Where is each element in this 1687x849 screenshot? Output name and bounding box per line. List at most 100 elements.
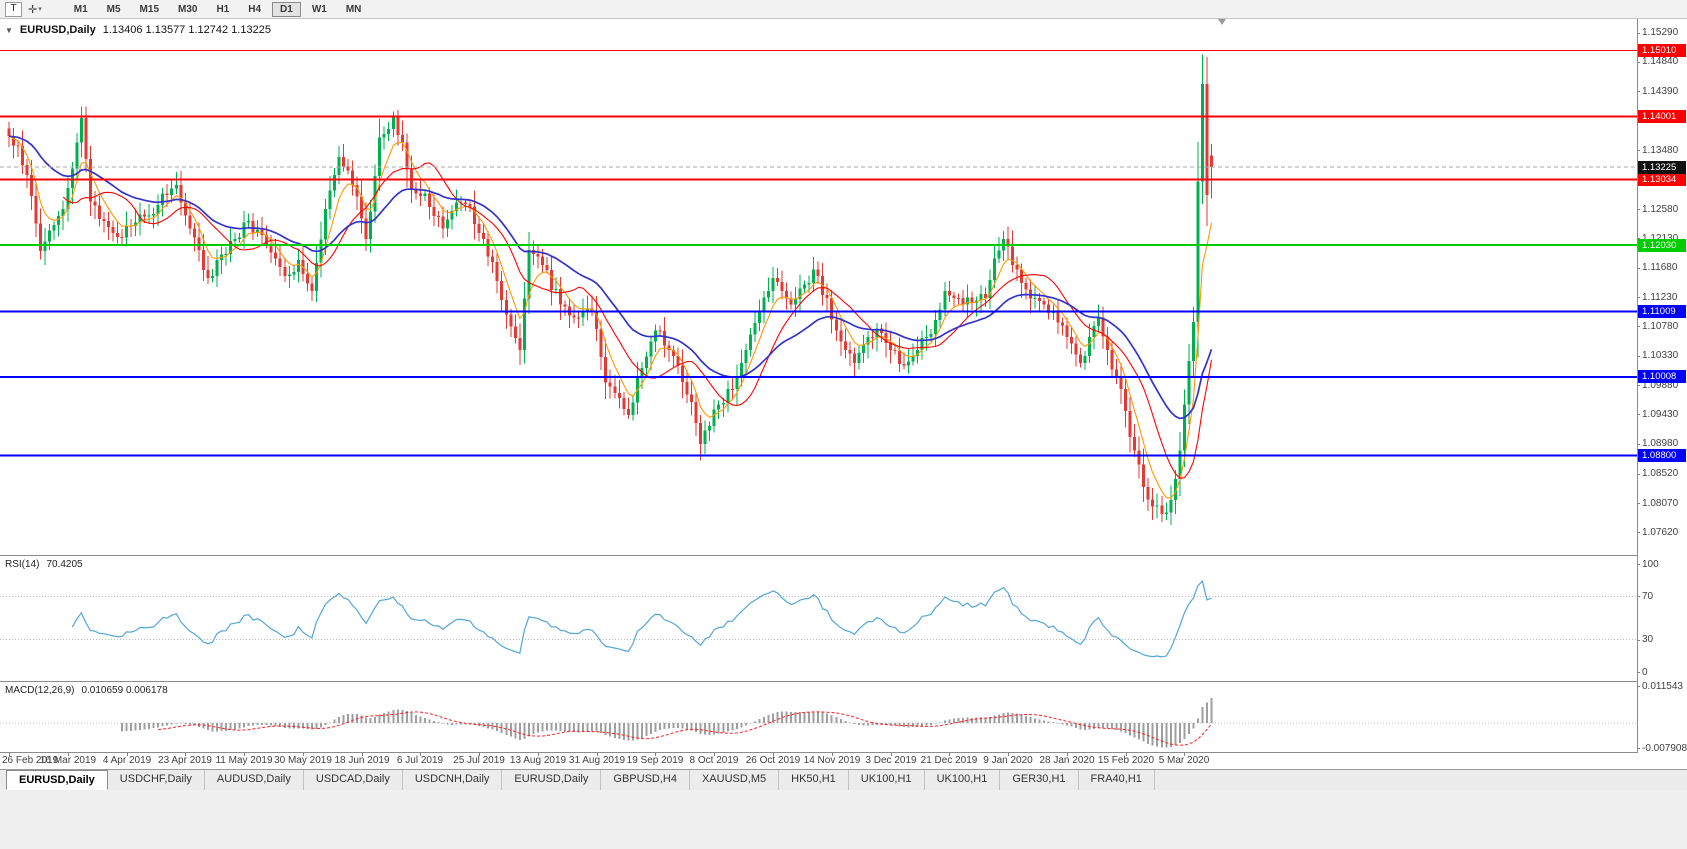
price-tick-label: 1.11230 (1642, 291, 1678, 303)
rsi-title: RSI(14) (5, 559, 40, 570)
date-label: 8 Oct 2019 (689, 755, 739, 766)
axis-tick-mark (1637, 672, 1640, 673)
axis-tick-mark (1637, 686, 1640, 687)
tab-ger30-h1[interactable]: GER30,H1 (1000, 770, 1079, 790)
tab-usdcad-daily[interactable]: USDCAD,Daily (304, 770, 403, 790)
date-label: 6 Jul 2019 (396, 755, 444, 766)
tab-uk100-h1[interactable]: UK100,H1 (925, 770, 1001, 790)
tab-fra40-h1[interactable]: FRA40,H1 (1079, 770, 1155, 790)
pane-separator[interactable] (0, 555, 1687, 556)
axis-tick-mark (1637, 503, 1640, 505)
timeframe-m5[interactable]: M5 (99, 2, 129, 17)
axis-tick-mark (1637, 326, 1640, 328)
axis-tick-mark (1637, 473, 1640, 475)
date-axis[interactable]: 26 Feb 2019 16 Mar 2019 4 Apr 2019 23 Apr 2… (0, 753, 1637, 769)
toolbar: T ✛ ▾ M1 M5 M15 M30 H1 H4 D1 W1 MN (0, 0, 1687, 19)
axis-tick-mark (1637, 385, 1640, 387)
axis-tick-mark (1637, 32, 1640, 34)
date-tick-mark (832, 753, 833, 756)
axis-separator (1637, 19, 1638, 753)
date-tick-mark (479, 753, 480, 756)
tab-eurusd-daily[interactable]: EURUSD,Daily (6, 770, 108, 790)
date-label: 4 Apr 2019 (102, 755, 152, 766)
tab-usdchf-daily[interactable]: USDCHF,Daily (108, 770, 205, 790)
price-tick-label: 1.08520 (1642, 468, 1679, 480)
macd-header: MACD(12,26,9) 0.010659 0.006178 (5, 685, 168, 696)
tab-uk100-h1[interactable]: UK100,H1 (849, 770, 925, 790)
rsi-tick-label: 30 (1642, 634, 1654, 646)
price-tick-label: 1.11680 (1642, 262, 1678, 274)
text-tool-button[interactable]: T (5, 1, 22, 17)
price-tick-label: 1.09430 (1642, 408, 1679, 420)
tab-audusd-daily[interactable]: AUDUSD,Daily (205, 770, 304, 790)
tab-eurusd-daily[interactable]: EURUSD,Daily (502, 770, 602, 790)
date-label: 30 May 2019 (274, 755, 332, 766)
level-price-label: 1.15010 (1638, 44, 1686, 58)
axis-tick-mark (1637, 564, 1640, 565)
axis-tick-mark (1637, 443, 1640, 445)
rsi-pane[interactable]: RSI(14) 70.4205 (0, 556, 1637, 681)
tab-usdcnh-daily[interactable]: USDCNH,Daily (403, 770, 503, 790)
axis-tick-mark (1637, 297, 1640, 299)
price-tick-label: 1.10330 (1642, 350, 1679, 362)
pane-separator (0, 752, 1687, 753)
date-label: 5 Mar 2020 (1158, 755, 1210, 766)
price-chart-pane[interactable]: ▼ EURUSD,Daily 1.13406 1.13577 1.12742 1… (0, 19, 1637, 556)
date-tick-mark (127, 753, 128, 756)
date-tick-mark (1184, 753, 1185, 756)
price-tick-label: 1.09880 (1642, 379, 1679, 391)
date-label: 25 Jul 2019 (453, 755, 505, 766)
timeframe-h4[interactable]: H4 (240, 2, 269, 17)
chart-shift-marker[interactable] (1218, 19, 1226, 25)
timeframe-d1[interactable]: D1 (272, 1, 301, 17)
price-axis[interactable]: 1.152901.148401.143901.139401.134801.130… (1637, 19, 1687, 769)
chevron-down-icon: ▾ (38, 6, 42, 13)
macd-title: MACD(12,26,9) (5, 685, 75, 696)
date-label: 18 Jun 2019 (334, 755, 390, 766)
date-tick-mark (9, 753, 10, 756)
date-label: 23 Apr 2019 (158, 755, 212, 766)
date-label: 28 Jan 2020 (1039, 755, 1095, 766)
cursor-tool-button[interactable]: ✛ ▾ (28, 3, 42, 16)
timeframe-m30[interactable]: M30 (170, 2, 205, 17)
price-tick-label: 1.07620 (1642, 526, 1679, 538)
timeframe-m1[interactable]: M1 (66, 2, 96, 17)
macd-tick-label: -0.007908 (1642, 742, 1687, 754)
axis-tick-mark (1637, 639, 1640, 641)
axis-tick-mark (1637, 150, 1640, 152)
level-price-label: 1.08800 (1638, 449, 1686, 462)
chart-symbol: EURUSD,Daily (19, 24, 96, 36)
macd-pane[interactable]: MACD(12,26,9) 0.010659 0.006178 (0, 682, 1637, 752)
timeframe-m15[interactable]: M15 (132, 2, 167, 17)
axis-tick-mark (1637, 267, 1640, 269)
timeframe-mn[interactable]: MN (338, 2, 370, 17)
date-label: 26 Feb 2019 (2, 755, 59, 766)
timeframe-h1[interactable]: H1 (208, 2, 237, 17)
date-label: 13 Aug 2019 (509, 755, 567, 766)
rsi-tick-label: 100 (1642, 558, 1659, 570)
date-label: 19 Sep 2019 (626, 755, 684, 766)
axis-tick-mark (1637, 209, 1640, 211)
pane-separator[interactable] (0, 681, 1687, 682)
date-tick-mark (891, 753, 892, 756)
date-label: 15 Feb 2020 (1097, 755, 1155, 766)
date-tick-mark (303, 753, 304, 756)
rsi-tick-label: 70 (1642, 590, 1654, 602)
date-label: 14 Nov 2019 (803, 755, 861, 766)
price-tick-label: 1.14390 (1642, 85, 1679, 97)
date-label: 3 Dec 2019 (865, 755, 917, 766)
timeframe-w1[interactable]: W1 (304, 2, 335, 17)
date-tick-mark (1008, 753, 1009, 756)
price-tick-label: 1.15290 (1642, 27, 1679, 38)
price-tick-label: 1.10780 (1642, 320, 1679, 332)
date-tick-mark (1126, 753, 1127, 756)
tab-xauusd-m5[interactable]: XAUUSD,M5 (690, 770, 780, 790)
date-tick-mark (362, 753, 363, 756)
collapse-icon[interactable]: ▼ (5, 25, 13, 35)
tab-gbpusd-h4[interactable]: GBPUSD,H4 (601, 770, 690, 790)
date-tick-mark (655, 753, 656, 756)
axis-tick-mark (1637, 91, 1640, 93)
axis-tick-mark (1637, 748, 1640, 749)
tab-hk50-h1[interactable]: HK50,H1 (779, 770, 849, 790)
